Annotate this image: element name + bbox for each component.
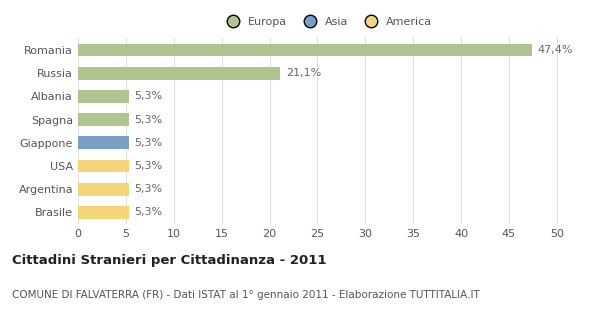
Text: 47,4%: 47,4% [538, 45, 573, 55]
Text: 5,3%: 5,3% [134, 161, 163, 171]
Bar [78, 44, 532, 56]
Text: 5,3%: 5,3% [134, 184, 163, 194]
Legend: Europa, Asia, America: Europa, Asia, America [220, 15, 434, 29]
Text: 5,3%: 5,3% [134, 138, 163, 148]
Text: 21,1%: 21,1% [286, 68, 321, 78]
Text: 5,3%: 5,3% [134, 115, 163, 124]
Bar [78, 206, 129, 219]
Bar [78, 67, 280, 80]
Bar [78, 183, 129, 196]
Bar [78, 90, 129, 103]
Bar [78, 113, 129, 126]
Bar [78, 160, 129, 172]
Text: Cittadini Stranieri per Cittadinanza - 2011: Cittadini Stranieri per Cittadinanza - 2… [12, 254, 326, 267]
Text: 5,3%: 5,3% [134, 207, 163, 217]
Text: COMUNE DI FALVATERRA (FR) - Dati ISTAT al 1° gennaio 2011 - Elaborazione TUTTITA: COMUNE DI FALVATERRA (FR) - Dati ISTAT a… [12, 290, 480, 300]
Text: 5,3%: 5,3% [134, 92, 163, 101]
Bar [78, 136, 129, 149]
